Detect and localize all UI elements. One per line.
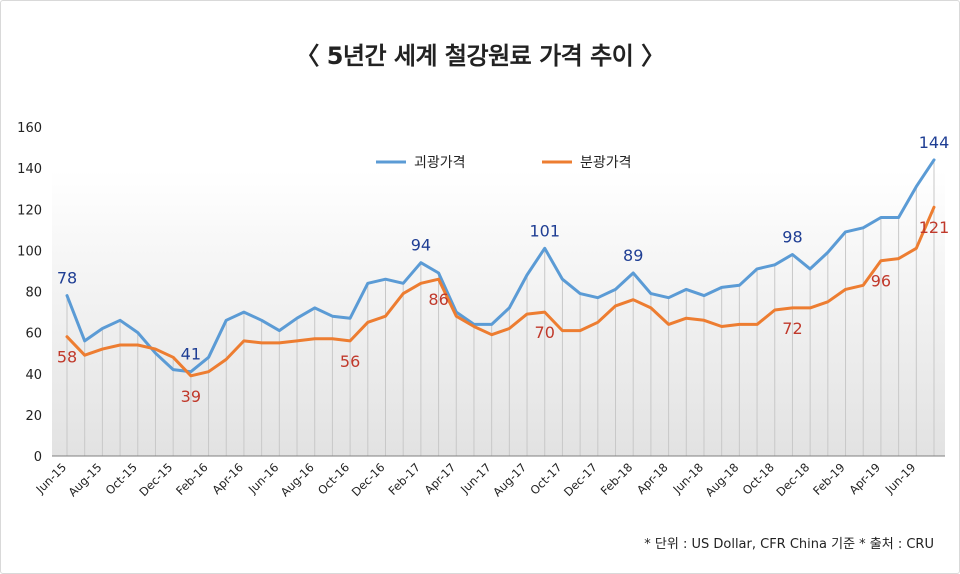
data-label: 70 [535,323,555,342]
data-label: 86 [428,290,448,309]
x-tick-label: Dec-18 [773,460,812,499]
data-labels: 78 41 94 101 89 98 144 58 39 56 86 70 72 96 121 [57,133,949,406]
x-tick-label: Oct-18 [740,460,777,497]
chart-title: 〈 5년간 세계 철강원료 가격 추이 〉 [295,42,665,70]
x-tick-label: Dec-16 [349,460,388,499]
x-tick-label: Aug-17 [490,460,529,499]
plot-background [52,170,945,456]
x-tick-label: Oct-15 [103,460,140,497]
x-tick-label: Apr-17 [422,460,459,497]
data-label: 58 [57,348,77,367]
data-label: 94 [411,236,431,255]
y-tick-label: 0 [34,450,42,465]
y-axis: 0 20 40 60 80 100 120 140 160 [17,121,42,465]
x-tick-label: Feb-19 [810,460,848,498]
x-tick-label: Dec-15 [136,460,175,499]
x-tick-label: Apr-19 [846,460,883,497]
y-tick-label: 60 [25,327,42,342]
data-label: 39 [181,387,201,406]
x-tick-label: Aug-16 [278,460,317,499]
data-label: 72 [782,319,802,338]
y-tick-label: 40 [25,368,42,383]
x-tick-label: Dec-17 [561,460,600,499]
x-tick-label: Feb-18 [598,460,636,498]
series-line-2 [65,205,936,378]
x-tick-label: Jun-15 [33,460,70,497]
y-tick-label: 120 [17,203,42,218]
x-tick-label: Aug-15 [65,460,104,499]
x-tick-label: Apr-18 [634,460,671,497]
y-tick-label: 100 [17,244,42,259]
data-label: 56 [340,352,360,371]
y-tick-label: 80 [25,286,42,301]
legend-label: 분광가격 [580,155,632,171]
y-tick-label: 160 [17,121,42,136]
data-label: 89 [623,246,643,265]
data-label: 101 [529,221,560,240]
footnote: * 단위 : US Dollar, CFR China 기준 * 출처 : CR… [644,537,934,552]
series-lines [65,158,936,378]
data-label: 96 [871,272,891,291]
y-tick-label: 20 [25,409,42,424]
legend: 괴광가격 분광가격 [376,155,632,171]
x-tick-label: Apr-16 [209,460,246,497]
x-tick-label: Oct-17 [527,460,564,497]
x-tick-label: Feb-16 [173,460,211,498]
data-label: 41 [181,345,201,364]
x-tick-label: Jun-17 [457,460,494,497]
x-tick-label: Jun-16 [245,460,282,497]
x-tick-label: Jun-19 [882,460,919,497]
data-label: 98 [782,227,802,246]
data-label: 144 [919,133,950,152]
y-tick-label: 140 [17,162,42,177]
series-line-1 [65,158,936,374]
x-tick-label: Aug-18 [702,460,741,499]
x-tick-label: Oct-16 [315,460,352,497]
data-label: 121 [919,218,950,237]
legend-label: 괴광가격 [414,155,466,171]
drop-lines [66,159,935,456]
x-tick-label: Feb-17 [385,460,423,498]
x-tick-label: Jun-18 [669,460,706,497]
data-label: 78 [57,269,77,288]
